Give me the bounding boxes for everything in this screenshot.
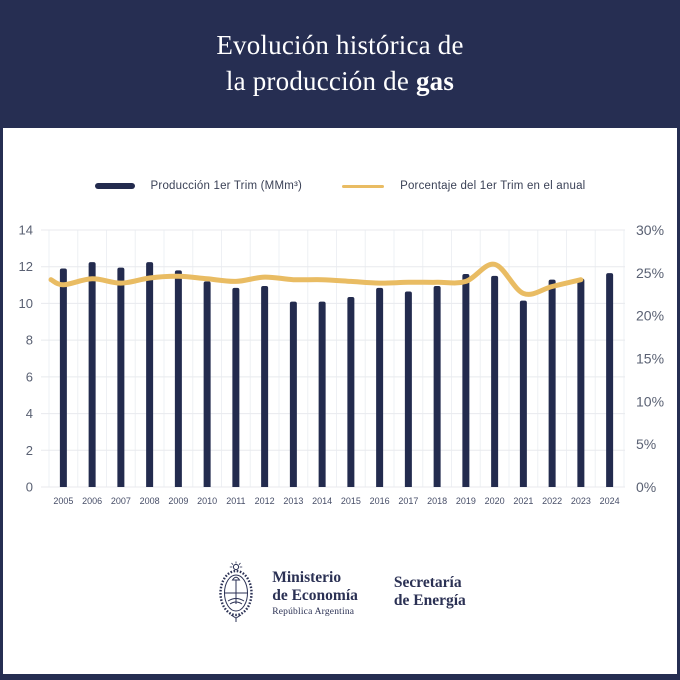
chart-legend: Producción 1er Trim (MMm³) Porcentaje de…	[3, 180, 677, 192]
svg-text:2009: 2009	[168, 496, 188, 506]
bar	[59, 268, 67, 487]
footer-logos: Ministerio de Economía República Argenti…	[3, 560, 677, 626]
svg-text:2020: 2020	[485, 496, 505, 506]
svg-text:15%: 15%	[636, 351, 664, 367]
bar	[232, 287, 240, 487]
svg-text:2017: 2017	[398, 496, 418, 506]
svg-text:5%: 5%	[636, 436, 656, 452]
svg-text:10: 10	[19, 296, 33, 311]
bar	[404, 291, 412, 487]
line-series-swatch	[342, 184, 385, 188]
svg-text:8: 8	[26, 333, 33, 348]
right-axis-labels: 0% 5% 10% 15% 20% 25% 30%	[636, 222, 664, 495]
svg-text:4: 4	[26, 406, 33, 421]
svg-text:0%: 0%	[636, 479, 656, 495]
svg-text:2007: 2007	[111, 496, 131, 506]
svg-text:2013: 2013	[283, 496, 303, 506]
svg-text:20%: 20%	[636, 308, 664, 324]
svg-text:2016: 2016	[370, 496, 390, 506]
bar	[203, 281, 211, 487]
bar	[117, 267, 125, 487]
svg-text:6: 6	[26, 369, 33, 384]
title-line1: Evolución histórica de	[216, 30, 464, 61]
svg-text:2014: 2014	[312, 496, 332, 506]
horizontal-gridlines	[41, 229, 625, 488]
bar	[376, 287, 384, 487]
header-band: Evolución histórica de la producción de …	[0, 0, 680, 128]
secretary-wordmark: Secretaría de Energía	[394, 574, 466, 610]
ministry-line2: de Economía	[272, 586, 358, 604]
bar	[548, 279, 556, 487]
secretary-line2: de Energía	[393, 591, 466, 609]
bar	[146, 262, 154, 487]
content-panel: Producción 1er Trim (MMm³) Porcentaje de…	[3, 128, 677, 674]
ministry-subtitle: República Argentina	[272, 607, 355, 618]
title-line2: la producción de gas	[225, 66, 455, 96]
bar	[519, 300, 527, 487]
argentina-coat-of-arms-icon	[219, 561, 253, 622]
x-axis-labels: 2005 2006 2007 2008 2009 2010 2011 2012 2013 2014…	[53, 496, 619, 506]
bar	[347, 297, 355, 487]
svg-text:2018: 2018	[427, 496, 447, 506]
svg-text:2011: 2011	[226, 496, 245, 506]
svg-text:14: 14	[19, 223, 33, 238]
line-series-label: Porcentaje del 1er Trim en el anual	[400, 180, 586, 192]
page-title: Evolución histórica de la producción de …	[216, 28, 463, 99]
svg-text:10%: 10%	[636, 393, 664, 409]
ministry-line1: Ministerio	[272, 568, 342, 586]
svg-text:2: 2	[26, 443, 33, 458]
svg-text:2022: 2022	[542, 496, 562, 506]
percentage-line	[48, 261, 584, 297]
bar	[433, 285, 441, 487]
svg-text:2006: 2006	[82, 496, 102, 506]
svg-text:2008: 2008	[140, 496, 160, 506]
svg-text:12: 12	[19, 259, 33, 274]
bar-series-label: Producción 1er Trim (MMm³)	[150, 180, 303, 192]
svg-text:2024: 2024	[600, 496, 620, 506]
svg-text:2019: 2019	[456, 496, 476, 506]
bars-group	[59, 262, 614, 487]
bar	[174, 270, 182, 487]
ministry-wordmark: Ministerio de Economía República Argenti…	[272, 569, 358, 618]
legend-item-line: Porcentaje del 1er Trim en el anual	[342, 180, 585, 192]
bar	[318, 301, 326, 487]
bar	[577, 278, 585, 487]
bar	[491, 275, 499, 487]
bar	[606, 273, 614, 487]
svg-text:30%: 30%	[636, 222, 664, 238]
left-axis-labels: 0 2 4 6 8 10 12 14	[19, 223, 33, 495]
vertical-gridlines	[48, 230, 625, 487]
svg-text:25%: 25%	[636, 265, 664, 281]
legend-item-bars: Producción 1er Trim (MMm³)	[94, 180, 303, 192]
svg-text:0: 0	[26, 480, 33, 495]
svg-text:2010: 2010	[197, 496, 217, 506]
svg-text:2021: 2021	[513, 496, 533, 506]
bar	[462, 274, 470, 487]
title-bold-word: gas	[415, 66, 455, 96]
bar	[261, 285, 269, 487]
bar	[289, 301, 297, 487]
secretary-line1: Secretaría	[393, 574, 462, 591]
svg-text:2012: 2012	[255, 496, 275, 506]
svg-text:2005: 2005	[53, 496, 73, 506]
bar-series-swatch	[94, 183, 135, 189]
bar	[88, 262, 96, 487]
svg-text:2023: 2023	[571, 496, 591, 506]
svg-text:2015: 2015	[341, 496, 361, 506]
gas-production-chart: 0 2 4 6 8 10 12 14 0% 5% 10% 15% 20% 25% 30% 2005 2006 20…	[3, 215, 680, 515]
